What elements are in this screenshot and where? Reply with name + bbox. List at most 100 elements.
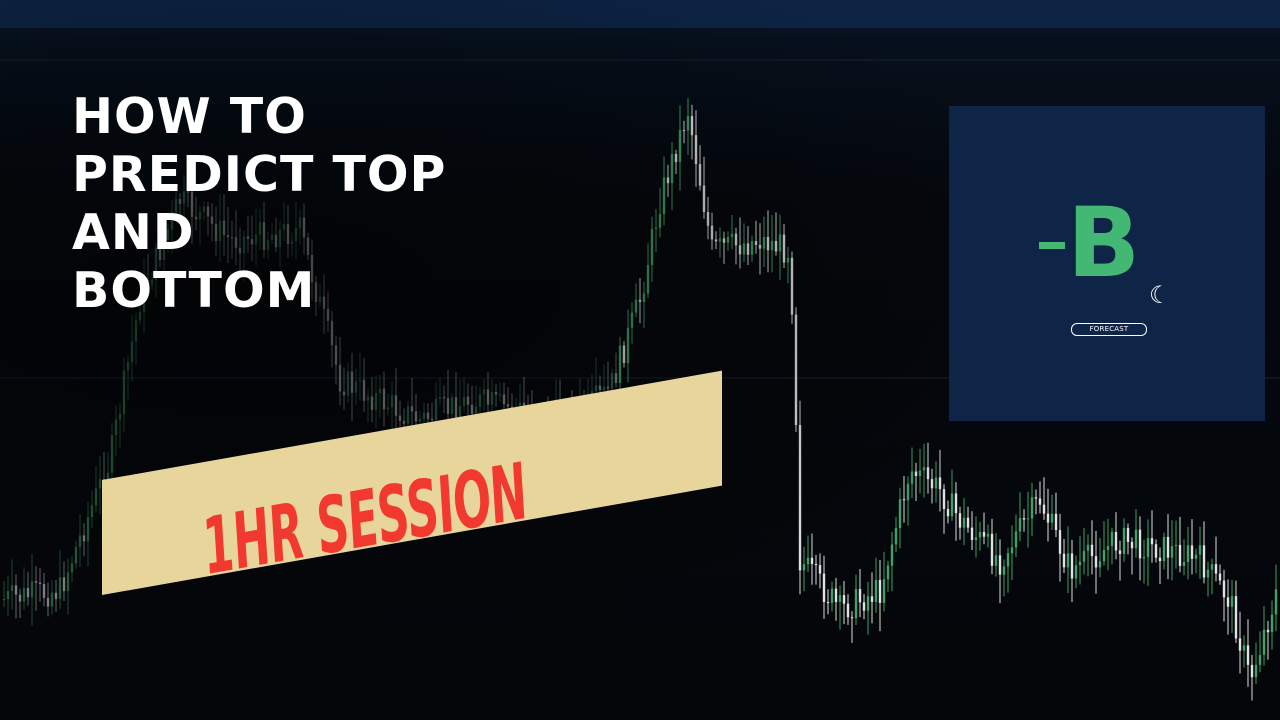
candle-body — [1038, 498, 1042, 505]
candle-body — [666, 177, 670, 184]
candle-body — [902, 499, 906, 501]
candle-body — [822, 573, 826, 603]
candle-body — [978, 532, 982, 538]
candle-body — [862, 602, 866, 611]
candle-body — [610, 373, 614, 389]
candle-body — [686, 116, 690, 131]
candle-body — [806, 557, 810, 565]
candle-body — [1270, 614, 1274, 633]
candle-body — [1174, 544, 1178, 547]
candle-body — [1186, 545, 1190, 562]
candle-body — [742, 243, 746, 255]
candle-body — [390, 395, 394, 408]
candle-body — [1022, 518, 1026, 520]
candle-body — [502, 394, 506, 405]
candle-body — [946, 508, 950, 517]
candle-body — [982, 532, 986, 537]
candle-body — [1094, 556, 1098, 568]
candle-body — [1054, 513, 1058, 531]
candle-body — [602, 386, 606, 390]
candle-body — [998, 555, 1002, 575]
candle-body — [94, 488, 98, 506]
candle-body — [1266, 629, 1270, 633]
candle-body — [466, 396, 470, 405]
candle-body — [6, 590, 10, 600]
candle-body — [954, 493, 958, 514]
candle-body — [342, 391, 346, 396]
candle-body — [654, 227, 658, 229]
forecast-logo: B ☾ FORECAST — [949, 106, 1265, 421]
candle-body — [906, 483, 910, 501]
candle-body — [818, 565, 822, 574]
bitcoin-icon: B — [1067, 188, 1167, 298]
candle-body — [1050, 513, 1054, 523]
candle-body — [494, 392, 498, 395]
candle-body — [78, 535, 82, 547]
candle-body — [750, 241, 754, 255]
candle-body — [934, 477, 938, 489]
candle-body — [910, 471, 914, 484]
candle-body — [1258, 654, 1262, 665]
candle-body — [450, 397, 454, 414]
candle-body — [1006, 553, 1010, 567]
candle-body — [802, 564, 806, 571]
candle-body — [402, 420, 406, 424]
candle-body — [370, 396, 374, 410]
candle-body — [1034, 497, 1038, 499]
candle-body — [722, 238, 726, 243]
candle-body — [698, 164, 702, 186]
candle-body — [626, 327, 630, 363]
candle-body — [486, 389, 490, 405]
candle-body — [854, 589, 858, 619]
candle-body — [378, 388, 382, 394]
candle-body — [774, 240, 778, 252]
candle-body — [894, 528, 898, 545]
candle-body — [362, 379, 366, 401]
bitcoin-symbol: B — [1067, 187, 1141, 299]
candle-body — [62, 577, 66, 592]
candle-body — [1158, 557, 1162, 562]
candle-body — [678, 130, 682, 163]
candle-body — [842, 595, 846, 604]
candle-body — [826, 602, 830, 604]
candle-body — [70, 563, 74, 573]
candle-body — [882, 579, 886, 603]
candle-body — [758, 244, 762, 249]
candle-body — [1154, 544, 1158, 558]
candle-body — [22, 588, 26, 602]
candle-body — [866, 596, 870, 611]
candle-body — [1206, 569, 1210, 578]
candle-body — [878, 579, 882, 603]
candle-body — [886, 565, 890, 580]
candle-body — [970, 527, 974, 541]
candle-body — [482, 389, 486, 395]
candle-body — [1138, 529, 1142, 559]
candle-body — [794, 314, 798, 425]
candle-body — [1190, 545, 1194, 559]
candle-body — [690, 116, 694, 136]
candle-body — [498, 394, 502, 396]
candle-body — [606, 386, 610, 389]
candle-body — [130, 341, 134, 363]
candle-body — [1026, 518, 1030, 520]
candle-body — [366, 396, 370, 401]
candle-body — [54, 592, 58, 599]
logo-tagline: FORECAST — [1071, 323, 1147, 336]
candle-body — [1098, 561, 1102, 568]
candle-body — [1262, 629, 1266, 655]
candle-body — [34, 581, 38, 583]
candle-body — [670, 153, 674, 184]
moon-icon: ☾ — [1149, 281, 1171, 309]
candle-body — [1210, 564, 1214, 570]
candle-body — [122, 370, 126, 414]
candle-body — [1102, 549, 1106, 562]
candle-body — [38, 582, 42, 585]
candle-body — [974, 537, 978, 541]
candle-body — [1238, 638, 1242, 651]
candle-body — [986, 533, 990, 537]
candle-body — [778, 234, 782, 252]
candle-body — [1202, 545, 1206, 578]
candle-body — [462, 396, 466, 407]
candle-body — [738, 245, 742, 255]
